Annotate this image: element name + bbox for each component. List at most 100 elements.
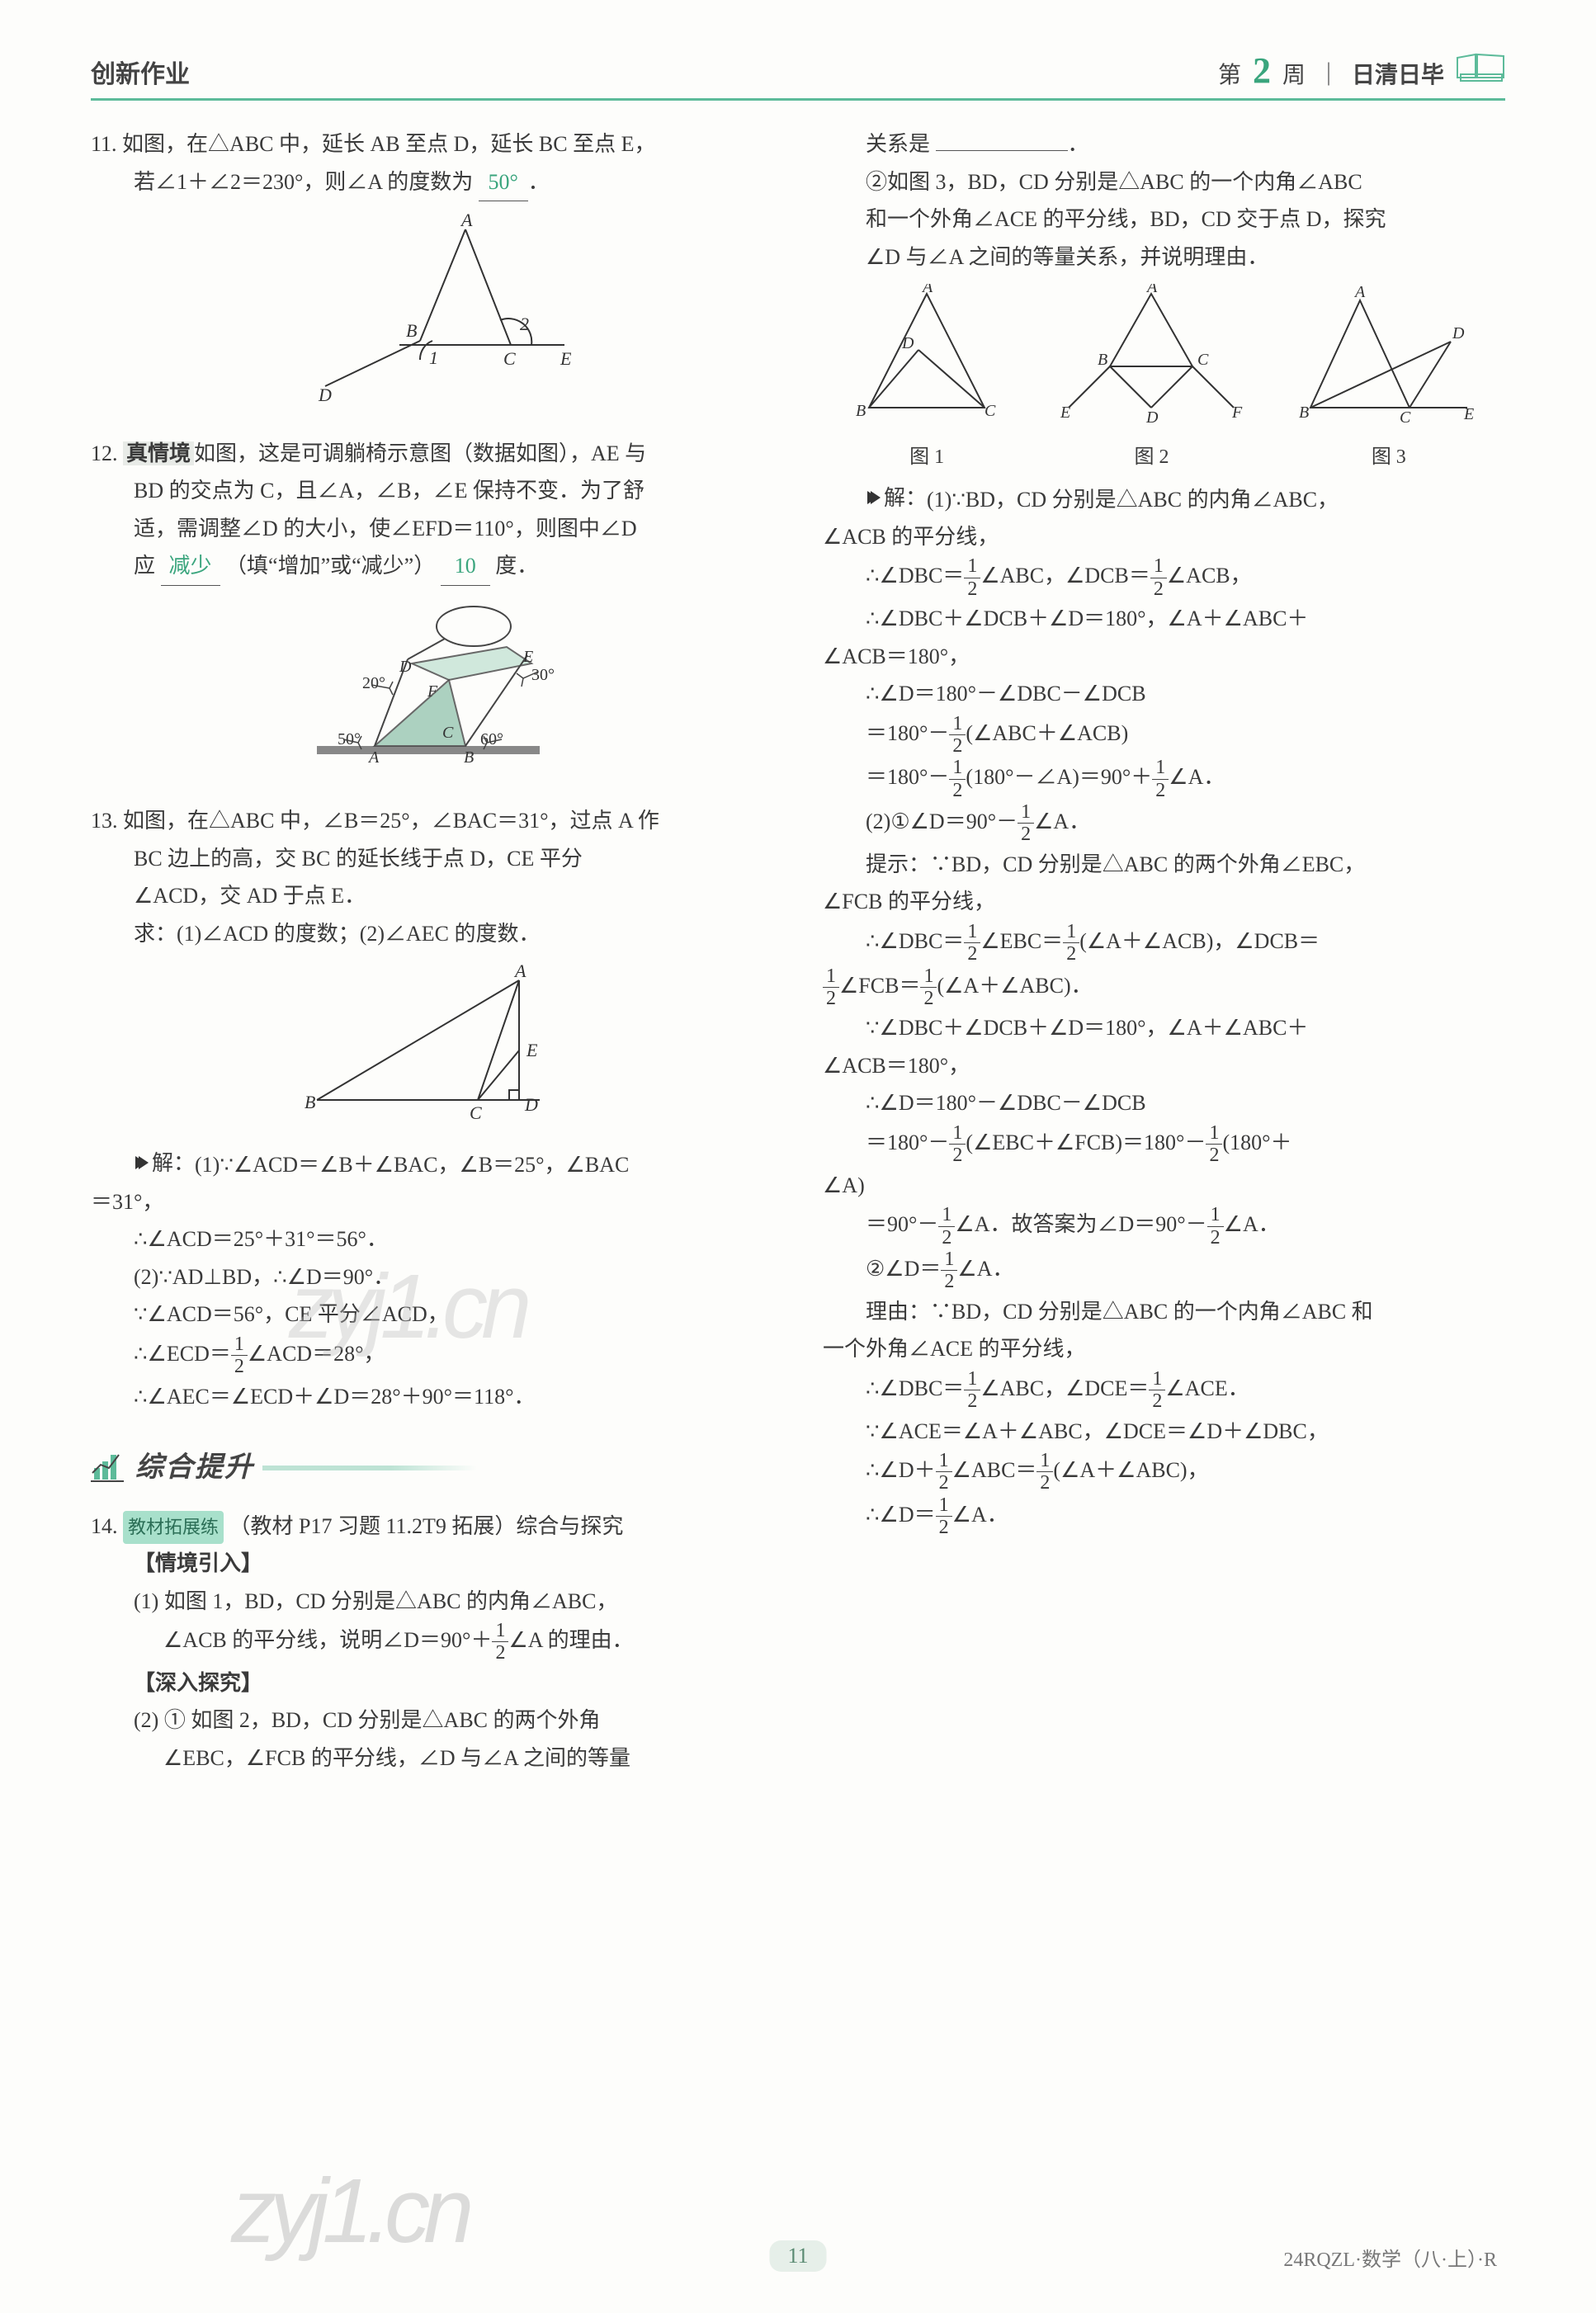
fig12-D: D	[399, 658, 412, 676]
p12-text-e: （填“增加”或“减少”）	[225, 554, 435, 578]
r-s14b: ∠A．	[957, 1257, 1013, 1281]
r-hintb: ∠FCB 的平分线，	[823, 883, 1505, 921]
r-s12c: (180°＋	[1222, 1131, 1291, 1154]
fig11-A: A	[460, 213, 473, 230]
p12-text-a: 如图，这是可调躺椅示意图（数据如图），AE 与	[194, 441, 646, 465]
p11-blank: 50°	[479, 163, 528, 202]
r-s9a: ∠FCB＝	[839, 974, 920, 998]
two-column-body: 11. 如图，在△ABC 中，延长 AB 至点 D，延长 BC 至点 E， 若∠…	[91, 125, 1505, 1796]
r-s3: ∴∠DBC＋∠DCB＋∠D＝180°，∠A＋∠ABC＋	[866, 607, 1308, 630]
week-pre: 第	[1218, 57, 1241, 90]
p13-s1: (1)∵∠ACD＝∠B＋∠BAC，∠B＝25°，∠BAC	[195, 1152, 629, 1176]
textbook-badge: 教材拓展练	[123, 1511, 224, 1545]
right-column: 关系是 ． ②如图 3，BD，CD 分别是△ABC 的一个内角∠ABC 和一个外…	[823, 125, 1505, 1796]
p13-s1b: ＝31°，	[91, 1183, 773, 1221]
p14-q1c: ∠A 的理由．	[508, 1628, 633, 1652]
r-hint: 提示：∵BD，CD 分别是△ABC 的两个外角∠EBC，	[866, 852, 1365, 876]
footer-code: 24RQZL·数学（八·上）·R	[1283, 2243, 1497, 2272]
fig12-20: 20°	[362, 674, 385, 692]
r-s17a: ∴∠D＋	[866, 1458, 936, 1482]
figure-row: ABCD 图 1 A B C E D F 图 2	[823, 284, 1505, 474]
solution-marker-icon: 解：	[866, 479, 927, 517]
r-s13c: ∠A．	[1224, 1212, 1280, 1236]
p14-r-q2c: ②如图 3，BD，CD 分别是△ABC 的一个内角∠ABC	[866, 170, 1362, 194]
p11-period: ．	[528, 170, 550, 194]
problem-12: 12. 真情境如图，这是可调躺椅示意图（数据如图），AE 与 BD 的交点为 C…	[91, 435, 773, 783]
p11-text-a: 如图，在△ABC 中，延长 AB 至点 D，延长 BC 至点 E，	[122, 132, 655, 156]
r-s10b: ∠ACB＝180°，	[823, 1047, 1505, 1085]
r-s18b: ∠A．	[952, 1503, 1008, 1527]
fig3-label: 图 3	[1294, 440, 1484, 474]
fig12-C: C	[442, 724, 454, 742]
header-left: 创新作业	[91, 54, 190, 90]
r-s6c: ∠A．	[1169, 765, 1225, 789]
problem-14: 14. 教材拓展练 （教材 P17 习题 11.2T9 拓展）综合与探究 【情境…	[91, 1508, 773, 1777]
fig12-30: 30°	[531, 666, 555, 684]
fig11-2: 2	[520, 314, 529, 334]
problem-number: 11.	[91, 132, 122, 156]
p12-text-f: 度．	[495, 554, 538, 578]
figure-11: A B C D E 1 2	[91, 213, 773, 415]
fig11-E: E	[560, 348, 572, 369]
svg-text:B: B	[856, 402, 866, 420]
r-s16: ∵∠ACE＝∠A＋∠ABC，∠DCE＝∠D＋∠DBC，	[866, 1419, 1329, 1443]
figure-12: A B C D E F 20° 30° 50° 60°	[91, 597, 773, 783]
figure-1: ABCD 图 1	[844, 284, 1009, 474]
p12-text-c: 适，需调整∠D 的大小，使∠EFD＝110°，则图中∠D	[134, 517, 637, 540]
problem-13: 13. 如图，在△ABC 中，∠B＝25°，∠BAC＝31°，过点 A 作 BC…	[91, 802, 773, 1415]
p14-h2: 【深入探究】	[91, 1664, 773, 1702]
p13-s5b: ∠ACD＝28°，	[248, 1342, 385, 1366]
p13-s4: ∵∠ACD＝56°，CE 平分∠ACD，	[134, 1296, 773, 1334]
p11-text-b: 若∠1＋∠2＝230°，则∠A 的度数为	[134, 170, 473, 194]
fig2-label: 图 2	[1052, 440, 1250, 474]
p14-text-a: （教材 P17 习题 11.2T9 拓展）综合与探究	[229, 1514, 624, 1538]
svg-text:C: C	[1197, 351, 1209, 369]
problem-number: 13.	[91, 809, 123, 833]
svg-text:F: F	[1231, 404, 1243, 422]
svg-text:E: E	[1060, 404, 1070, 422]
r-s1: (1)∵BD，CD 分别是△ABC 的内角∠ABC，	[927, 487, 1339, 511]
r-s5a: ＝180°－	[866, 720, 949, 744]
fig11-D: D	[318, 385, 332, 403]
r-s12a: ＝180°－	[866, 1131, 949, 1154]
p12-blank1: 减少	[161, 547, 220, 586]
p12-blank2: 10	[441, 547, 490, 586]
svg-text:D: D	[1145, 408, 1159, 424]
r-s6b: (180°－∠A)＝90°＋	[966, 765, 1152, 789]
solution-13: 解： (1)∵∠ACD＝∠B＋∠BAC，∠B＝25°，∠BAC ＝31°， ∴∠…	[91, 1145, 773, 1416]
section-header: 综合提升	[91, 1443, 773, 1493]
r-s15a: ∴∠DBC＝	[866, 1376, 964, 1400]
p14-r-top-a: 关系是	[866, 132, 930, 156]
header-right: 第 2 周 ｜ 日清日毕	[1218, 50, 1505, 92]
brand-text: 日清日毕	[1352, 57, 1444, 90]
p13-s6: ∴∠AEC＝∠ECD＋∠D＝28°＋90°＝118°．	[134, 1378, 773, 1416]
p13-s5a: ∴∠ECD＝	[134, 1342, 231, 1366]
p13-s2: ∴∠ACD＝25°＋31°＝56°．	[134, 1220, 773, 1258]
fig13-A: A	[513, 964, 526, 981]
section-title: 综合提升	[135, 1443, 254, 1493]
r-s7a: (2)①∠D＝90°－	[866, 810, 1018, 833]
problem-number: 12.	[91, 441, 123, 465]
r-s10: ∵∠DBC＋∠DCB＋∠D＝180°，∠A＋∠ABC＋	[866, 1016, 1308, 1040]
r-s7b: ∠A．	[1034, 810, 1090, 833]
svg-text:B: B	[1098, 351, 1107, 369]
p14-h1: 【情境引入】	[91, 1545, 773, 1583]
p14-q1a: (1) 如图 1，BD，CD 分别是△ABC 的内角∠ABC，	[134, 1589, 617, 1613]
figure-2: A B C E D F 图 2	[1052, 284, 1250, 474]
week-number: 2	[1253, 50, 1271, 92]
svg-text:A: A	[1145, 284, 1158, 296]
r-s17c: (∠A＋∠ABC)，	[1053, 1458, 1208, 1482]
fig12-A: A	[367, 748, 380, 767]
p14-q2b: ∠EBC，∠FCB 的平分线，∠D 与∠A 之间的等量	[163, 1746, 630, 1770]
p13-text-b: BC 边上的高，交 BC 的延长线于点 D，CE 平分	[134, 847, 583, 871]
book-icon	[1456, 50, 1505, 83]
r-reason: 理由：∵BD，CD 分别是△ABC 的一个内角∠ABC 和	[866, 1300, 1373, 1324]
r-s13b: ∠A．故答案为∠D＝90°－	[955, 1212, 1206, 1236]
r-s8a: ∴∠DBC＝	[866, 929, 964, 953]
r-s15b: ∠ABC，∠DCE＝	[980, 1376, 1149, 1400]
problem-number: 14.	[91, 1514, 123, 1538]
svg-text:D: D	[901, 334, 914, 352]
svg-text:D: D	[1452, 324, 1465, 342]
fig12-F: F	[427, 682, 438, 701]
p14-q2a: (2) ① 如图 2，BD，CD 分别是△ABC 的两个外角	[134, 1708, 601, 1732]
